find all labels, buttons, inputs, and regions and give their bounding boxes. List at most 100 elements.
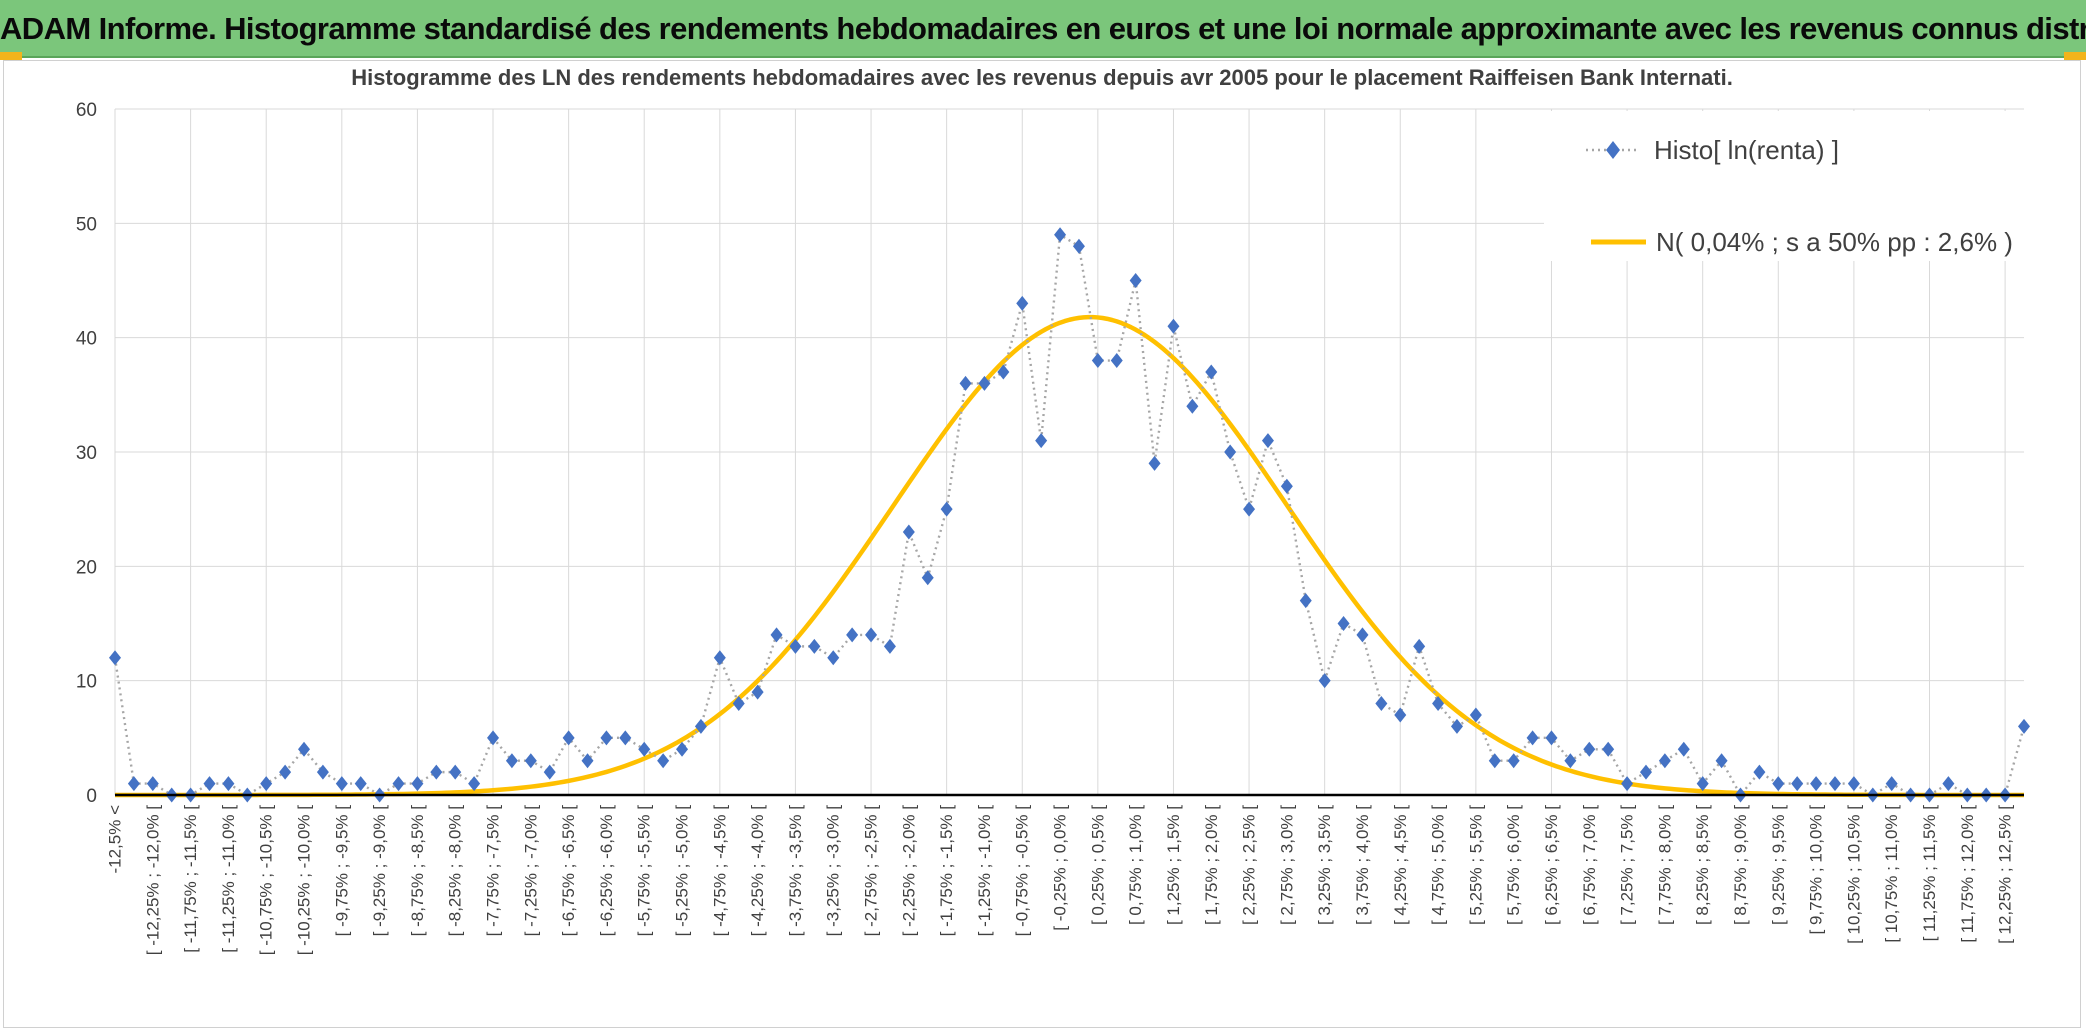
normal-curve-line: [115, 314, 2024, 798]
x-tick-label: [ 6,25% ; 6,5% [: [1542, 805, 1561, 925]
x-tick-label: [ -6,75% ; -6,5% [: [559, 805, 578, 937]
histogram-point: [487, 730, 500, 746]
x-tick-label: [ 5,75% ; 6,0% [: [1504, 805, 1523, 925]
x-tick-label: [ 10,25% ; 10,5% [: [1844, 805, 1863, 944]
x-tick-label: [ -9,25% ; -9,0% [: [370, 805, 389, 937]
histogram-point: [581, 753, 594, 769]
histogram-point: [1450, 718, 1463, 734]
histogram-point: [505, 753, 518, 769]
histogram-point: [883, 638, 896, 654]
histogram-point: [260, 776, 273, 792]
legend-histogram-marker: [1606, 141, 1620, 159]
x-tick-label: [ -0,75% ; -0,5% [: [1013, 805, 1032, 937]
histogram-point: [902, 524, 915, 540]
banner-accent-right: [2064, 52, 2086, 60]
x-tick-label: [ -7,25% ; -7,0% [: [521, 805, 540, 937]
x-tick-label: [ 10,75% ; 11,0% [: [1882, 805, 1901, 943]
histogram-point: [1091, 353, 1104, 369]
histogram-point: [354, 776, 367, 792]
histogram-point: [1110, 353, 1123, 369]
x-tick-label: [ -4,25% ; -4,0% [: [748, 805, 767, 937]
legend-normal-label: N( 0,04% ; s a 50% pp : 2,6% ): [1656, 227, 2013, 257]
histogram-point: [808, 638, 821, 654]
histogram-point: [1129, 273, 1142, 288]
histogram-point: [1772, 776, 1785, 792]
histogram-point: [1583, 741, 1596, 757]
x-tick-label: [ 4,25% ; 4,5% [: [1391, 805, 1410, 925]
histogram-point: [1885, 776, 1898, 792]
histogram-point: [1621, 776, 1634, 792]
histogram-point: [1413, 638, 1426, 654]
histogram-point: [1847, 776, 1860, 792]
histogram-point: [657, 753, 670, 769]
histogram-point: [1394, 707, 1407, 723]
x-tick-label: [ -2,75% ; -2,5% [: [862, 805, 881, 937]
x-tick-label: [ -7,75% ; -7,5% [: [484, 805, 503, 937]
histogram-point: [1658, 753, 1671, 769]
histogram-point: [1432, 696, 1445, 712]
x-tick-label: [ 1,25% ; 1,5% [: [1164, 805, 1183, 925]
x-tick-label: [ 0,75% ; 1,0% [: [1126, 805, 1145, 925]
histogram-point: [1507, 753, 1520, 769]
x-tick-label: [ 7,75% ; 8,0% [: [1655, 805, 1674, 925]
x-tick-label: [ 3,25% ; 3,5% [: [1315, 805, 1334, 925]
histogram-point: [1054, 227, 1067, 243]
x-tick-label: [ -3,75% ; -3,5% [: [786, 805, 805, 937]
histogram-point: [146, 776, 159, 792]
legend-histogram-label: Histo[ ln(renta) ]: [1654, 135, 1839, 165]
histogram-point: [978, 375, 991, 391]
x-tick-label: [ 6,75% ; 7,0% [: [1580, 805, 1599, 925]
histogram-point: [524, 753, 537, 769]
x-tick-label: [ 11,25% ; 11,5% [: [1920, 805, 1939, 942]
legend-background: [1544, 111, 2024, 261]
histogram-point: [1677, 741, 1690, 757]
y-tick-label: 60: [76, 100, 97, 121]
banner-accent-left: [0, 52, 22, 60]
histogram-point: [1942, 776, 1955, 792]
x-tick-label: [ 7,25% ; 7,5% [: [1618, 805, 1637, 925]
histogram-point: [770, 627, 783, 643]
histogram-point: [1072, 238, 1085, 254]
histogram-point: [1791, 776, 1804, 792]
y-tick-label: 30: [76, 443, 97, 464]
histogram-point: [997, 364, 1010, 380]
chart-title: Histogramme des LN des rendements hebdom…: [351, 65, 1733, 90]
histogram-point: [676, 741, 689, 757]
x-tick-label: [ -1,25% ; -1,0% [: [975, 805, 994, 937]
x-tick-label: [ 11,75% ; 12,0% [: [1958, 805, 1977, 943]
histogram-point: [732, 696, 745, 712]
histogram-point: [335, 776, 348, 792]
histogram-point: [1299, 593, 1312, 609]
histogram-point: [298, 741, 311, 757]
x-tick-label: [ 8,75% ; 9,0% [: [1731, 805, 1750, 925]
histogram-point: [827, 650, 840, 666]
histogram-point: [127, 776, 140, 792]
x-tick-label: [ -0,25% ; 0,0% [: [1051, 805, 1070, 931]
chart-area: Histogramme des LN des rendements hebdom…: [3, 60, 2081, 1028]
x-tick-label: [ 1,75% ; 2,0% [: [1202, 805, 1221, 925]
y-tick-label: 50: [76, 214, 97, 235]
banner-title: ADAM Informe. Histogramme standardisé de…: [0, 11, 2086, 46]
histogram-point: [562, 730, 575, 746]
histogram-point: [1186, 398, 1199, 414]
histogram-point: [1261, 433, 1274, 449]
y-tick-label: 40: [76, 329, 97, 350]
histogram-point: [1318, 673, 1331, 689]
title-banner: ADAM Informe. Histogramme standardisé de…: [0, 0, 2086, 58]
y-tick-label: 0: [86, 786, 97, 807]
histogram-point: [865, 627, 878, 643]
histogram-connector-line: [113, 232, 2026, 798]
histogram-point: [109, 650, 121, 666]
x-tick-label: [ 3,75% ; 4,0% [: [1353, 805, 1372, 925]
histogram-point: [1205, 364, 1218, 380]
x-tick-label: [ 4,75% ; 5,0% [: [1429, 805, 1448, 925]
histogram-point: [392, 776, 405, 792]
x-tick-label: [ -9,75% ; -9,5% [: [332, 805, 351, 937]
histogram-point: [1016, 295, 1029, 311]
x-tick-label: [ -5,25% ; -5,0% [: [673, 805, 692, 937]
histogram-point: [694, 718, 707, 734]
histogram-point: [222, 776, 235, 792]
histogram-point: [638, 741, 651, 757]
histogram-chart: Histogramme des LN des rendements hebdom…: [76, 65, 2030, 955]
histogram-point: [1564, 753, 1577, 769]
